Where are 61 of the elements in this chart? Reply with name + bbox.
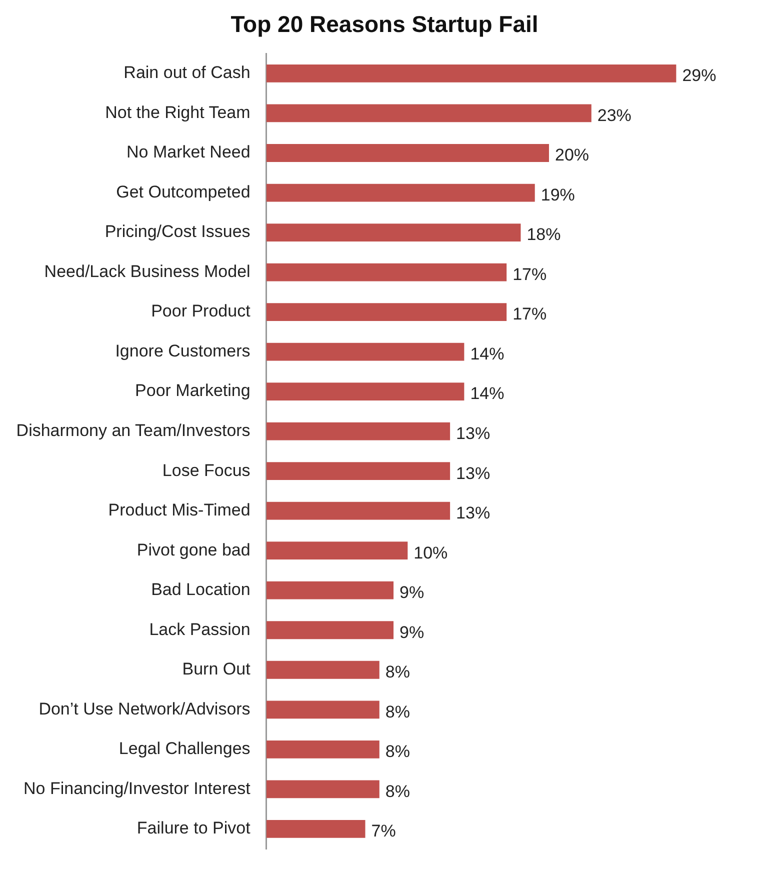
bar xyxy=(266,621,394,640)
bar xyxy=(266,303,507,321)
bar xyxy=(266,820,366,838)
data-label: 8% xyxy=(385,742,410,762)
bar xyxy=(266,542,408,560)
bar xyxy=(266,581,394,600)
bar xyxy=(266,184,535,202)
bar xyxy=(266,382,464,401)
y-tick-label: Failure to Pivot xyxy=(136,818,251,838)
y-tick-label: Get Outcompeted xyxy=(116,182,250,202)
y-tick-label: Lack Passion xyxy=(149,620,250,639)
bar xyxy=(266,144,549,162)
data-label: 8% xyxy=(385,662,410,682)
y-tick-label: Ignore Customers xyxy=(115,341,250,360)
y-tick-label: Burn Out xyxy=(182,660,251,679)
bar xyxy=(266,64,676,82)
y-tick-label: Poor Marketing xyxy=(135,381,250,400)
data-label: 17% xyxy=(512,264,547,284)
y-tick-label: Lose Focus xyxy=(162,460,250,480)
y-tick-label: Pivot gone bad xyxy=(136,540,250,560)
bar xyxy=(266,502,450,520)
data-label: 19% xyxy=(540,185,575,204)
data-label: 10% xyxy=(414,543,448,562)
bar xyxy=(266,780,380,798)
bar xyxy=(266,740,380,758)
y-tick-label: No Market Need xyxy=(126,142,250,162)
y-tick-label: Bad Location xyxy=(151,580,250,600)
bar xyxy=(266,462,450,480)
bar xyxy=(266,263,507,282)
y-tick-label: Legal Challenges xyxy=(118,739,250,758)
y-tick-label: No Financing/Investor Interest xyxy=(24,778,251,798)
y-tick-label: Disharmony an Team/Investors xyxy=(16,421,250,440)
data-label: 18% xyxy=(526,225,561,244)
y-tick-label: Poor Product xyxy=(151,302,251,321)
bar xyxy=(266,224,521,242)
data-label: 23% xyxy=(597,106,632,125)
y-tick-label: Don’t Use Network/Advisors xyxy=(38,699,250,718)
data-label: 29% xyxy=(682,66,716,86)
data-label: 7% xyxy=(371,822,396,841)
chart-title: Top 20 Reasons Startup Fail xyxy=(230,11,538,38)
y-tick-label: Product Mis-Timed xyxy=(108,500,250,520)
data-label: 8% xyxy=(385,702,410,722)
data-label: 13% xyxy=(456,424,490,444)
bar xyxy=(266,104,592,122)
data-label: 14% xyxy=(470,344,504,364)
data-label: 9% xyxy=(400,622,424,642)
data-label: 13% xyxy=(456,504,490,523)
bar xyxy=(266,422,450,440)
bar xyxy=(266,700,380,719)
y-tick-label: Need/Lack Business Model xyxy=(44,262,250,281)
bar xyxy=(266,660,380,679)
bar xyxy=(266,342,464,361)
data-label: 9% xyxy=(400,583,424,602)
y-tick-label: Not the Right Team xyxy=(105,102,250,122)
data-label: 8% xyxy=(385,782,410,801)
data-label: 14% xyxy=(470,384,504,404)
data-label: 20% xyxy=(554,146,590,165)
data-label: 17% xyxy=(512,304,547,324)
y-tick-label: Rain out of Cash xyxy=(124,63,250,82)
data-label: 13% xyxy=(456,464,490,483)
y-tick-label: Pricing/Cost Issues xyxy=(104,222,250,242)
